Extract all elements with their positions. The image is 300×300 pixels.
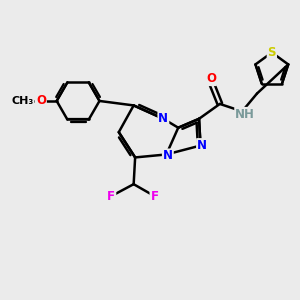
Text: F: F (107, 190, 116, 202)
Text: O: O (36, 94, 46, 107)
Text: N: N (158, 112, 168, 125)
Text: N: N (197, 139, 207, 152)
Text: F: F (151, 190, 158, 202)
Text: CH₃: CH₃ (11, 96, 34, 106)
Text: NH: NH (235, 108, 255, 121)
Text: N: N (163, 149, 173, 162)
Text: S: S (268, 46, 276, 59)
Text: O: O (206, 72, 216, 85)
